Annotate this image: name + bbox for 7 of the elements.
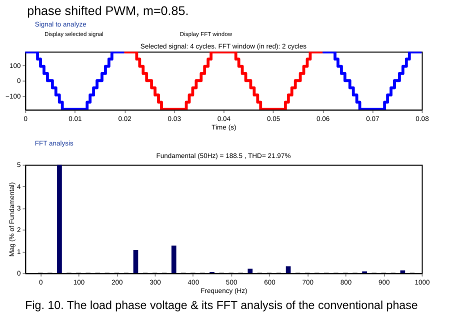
bar <box>171 246 176 274</box>
bar <box>133 250 138 274</box>
bar <box>57 164 62 274</box>
bar <box>286 266 291 274</box>
text: phase shifted PWM, m=0.85. <box>27 4 189 18</box>
bar <box>248 268 253 274</box>
caption: Fig. 10. The load phase voltage & its FFT analysis of the conventional phase <box>25 298 418 312</box>
